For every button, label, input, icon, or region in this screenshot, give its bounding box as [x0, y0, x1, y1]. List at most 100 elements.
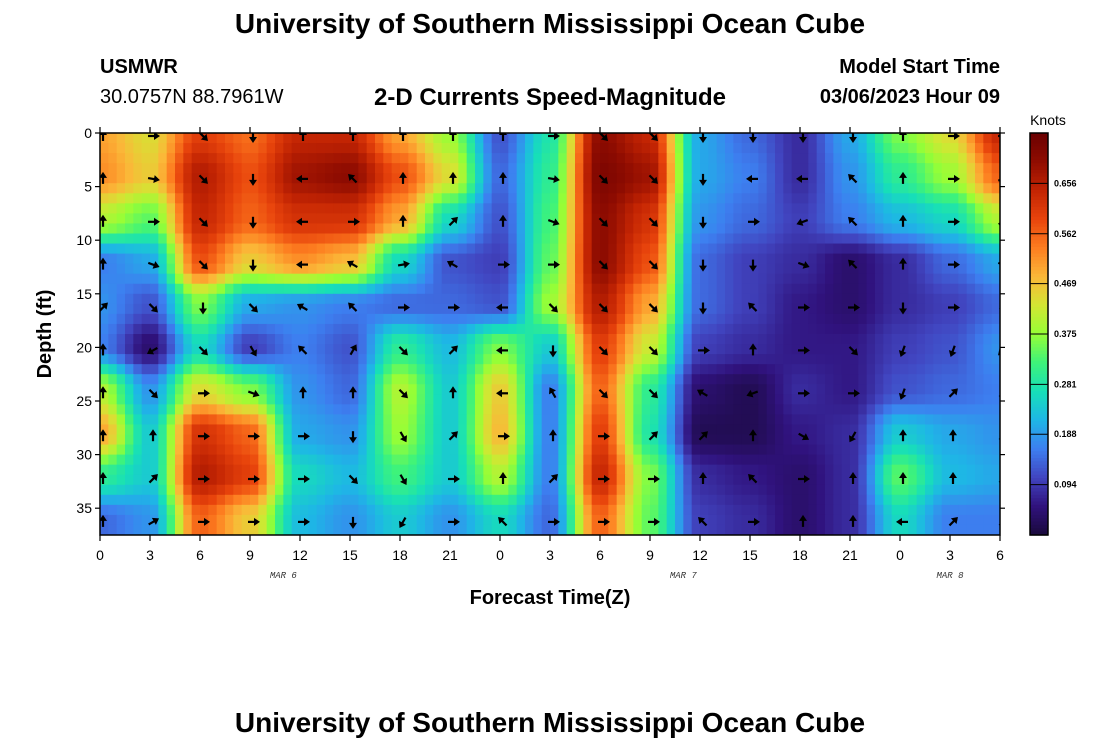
heatmap-cell: [283, 344, 293, 355]
heatmap-cell: [225, 474, 234, 486]
heatmap-cell: [550, 263, 559, 275]
heatmap-cell: [616, 454, 626, 466]
heatmap-cell: [808, 163, 818, 174]
heatmap-cell: [916, 384, 926, 395]
heatmap-cell: [625, 293, 634, 305]
colorbar-segment: [1030, 478, 1048, 482]
heatmap-cell: [858, 193, 868, 204]
heatmap-cell: [433, 494, 443, 506]
heatmap-cell: [875, 504, 884, 516]
colorbar-segment: [1030, 327, 1048, 332]
heatmap-cell: [583, 263, 593, 275]
heatmap-cell: [233, 504, 243, 516]
heatmap-cell: [366, 193, 376, 204]
heatmap-cell: [233, 263, 243, 275]
heatmap-cell: [416, 133, 426, 144]
heatmap-cell: [833, 153, 843, 164]
heatmap-cell: [900, 404, 909, 415]
heatmap-cell: [383, 243, 393, 255]
heatmap-cell: [500, 293, 509, 305]
heatmap-cell: [608, 313, 618, 325]
colorbar-segment: [1030, 186, 1048, 191]
heatmap-cell: [783, 504, 793, 516]
heatmap-cell: [366, 434, 376, 446]
heatmap-cell: [641, 143, 651, 154]
heatmap-cell: [225, 243, 234, 255]
heatmap-cell: [450, 273, 459, 285]
heatmap-cell: [725, 233, 734, 245]
heatmap-cell: [616, 474, 626, 486]
heatmap-cell: [108, 273, 118, 285]
heatmap-cell: [483, 313, 493, 325]
heatmap-cell: [691, 323, 701, 335]
x-tick-label: 6: [596, 547, 604, 563]
heatmap-cell: [466, 504, 476, 516]
heatmap-cell: [608, 374, 618, 385]
heatmap-cell: [733, 414, 743, 426]
heatmap-cell: [783, 173, 793, 184]
heatmap-cell: [483, 464, 493, 476]
heatmap-cell: [675, 354, 684, 365]
current-vector-arrow: [598, 475, 610, 483]
heatmap-cell: [216, 524, 226, 535]
heatmap-cell: [991, 283, 1000, 295]
heatmap-cell: [433, 163, 443, 174]
heatmap-cell: [108, 514, 118, 526]
heatmap-cell: [625, 303, 634, 315]
heatmap-cell: [475, 203, 484, 214]
heatmap-cell: [716, 394, 726, 405]
heatmap-cell: [450, 374, 459, 385]
heatmap-cell: [608, 213, 618, 225]
current-vector-arrow: [948, 345, 957, 357]
heatmap-cell: [233, 464, 243, 476]
heatmap-cell: [475, 313, 484, 325]
heatmap-cell: [891, 323, 901, 335]
heatmap-cell: [158, 334, 168, 345]
heatmap-cell: [500, 364, 509, 375]
heatmap-cell: [500, 424, 509, 436]
heatmap-cell: [733, 173, 743, 184]
heatmap-cell: [825, 233, 834, 245]
heatmap-cell: [183, 143, 193, 154]
heatmap-cell: [208, 494, 218, 506]
heatmap-cell: [408, 394, 418, 405]
heatmap-cell: [391, 404, 401, 415]
heatmap-cell: [858, 173, 868, 184]
heatmap-cell: [825, 163, 834, 174]
heatmap-cell: [241, 293, 251, 305]
heatmap-cell: [141, 494, 151, 506]
heatmap-cell: [375, 504, 384, 516]
heatmap-cell: [341, 344, 351, 355]
current-vector-arrow: [349, 431, 357, 444]
heatmap-cell: [991, 143, 1000, 154]
heatmap-cell: [941, 504, 951, 516]
heatmap-cell: [716, 454, 726, 466]
heatmap-cell: [475, 384, 484, 395]
heatmap-cell: [116, 464, 126, 476]
heatmap-cell: [941, 394, 951, 405]
heatmap-cell: [941, 233, 951, 245]
heatmap-cell: [316, 273, 326, 285]
heatmap-cell: [441, 143, 451, 154]
heatmap-cell: [758, 444, 768, 456]
heatmap-cell: [650, 524, 659, 535]
heatmap-cell: [608, 223, 618, 235]
heatmap-cell: [383, 354, 393, 365]
heatmap-cell: [475, 504, 484, 516]
heatmap-cell: [525, 173, 534, 184]
heatmap-cell: [500, 173, 509, 184]
heatmap-cell: [858, 504, 868, 516]
heatmap-cell: [600, 394, 609, 405]
heatmap-cell: [225, 173, 234, 184]
heatmap-cell: [758, 173, 768, 184]
heatmap-cell: [908, 163, 918, 174]
heatmap-cell: [733, 474, 743, 486]
colorbar-segment: [1030, 310, 1048, 315]
heatmap-cell: [700, 153, 709, 164]
heatmap-cell: [116, 323, 126, 335]
heatmap-cell: [750, 394, 759, 405]
x-tick-label: 3: [146, 547, 154, 563]
heatmap-cell: [791, 213, 801, 225]
heatmap-cell: [883, 153, 893, 164]
heatmap-cell: [350, 464, 359, 476]
